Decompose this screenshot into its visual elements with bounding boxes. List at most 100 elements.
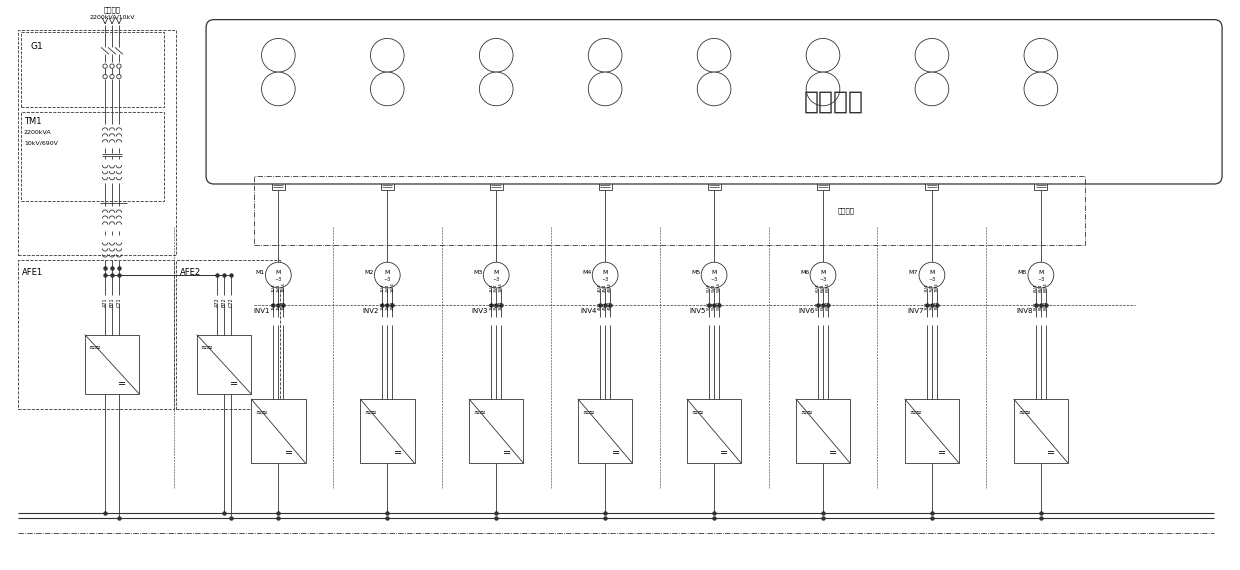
- Bar: [687, 399, 742, 463]
- Text: INV8: INV8: [1016, 308, 1033, 314]
- Text: A22: A22: [215, 298, 219, 307]
- Text: =: =: [830, 449, 837, 458]
- Text: 6U1: 6U1: [816, 301, 820, 310]
- Text: =: =: [611, 449, 620, 458]
- Bar: [360, 399, 414, 463]
- Text: =: =: [231, 379, 238, 389]
- Bar: [252, 399, 305, 463]
- Bar: [1034, 181, 1048, 190]
- Circle shape: [915, 38, 949, 72]
- Bar: [1013, 399, 1068, 463]
- Text: M: M: [929, 270, 935, 275]
- Circle shape: [697, 38, 730, 72]
- Text: 2200kVA/10kV: 2200kVA/10kV: [89, 14, 135, 19]
- Circle shape: [371, 38, 404, 72]
- Text: B22: B22: [222, 298, 227, 307]
- Text: 4V4: 4V4: [603, 283, 608, 292]
- Bar: [708, 181, 720, 190]
- Text: INV4: INV4: [580, 308, 596, 314]
- Text: G1: G1: [31, 42, 43, 51]
- Text: M1: M1: [255, 270, 264, 275]
- Circle shape: [1024, 72, 1058, 106]
- Text: 1W1: 1W1: [281, 300, 285, 310]
- Text: 7W4: 7W4: [935, 282, 939, 292]
- Text: ~3: ~3: [601, 276, 609, 282]
- Text: 2U1: 2U1: [381, 301, 384, 310]
- Text: 2200kVA: 2200kVA: [24, 129, 52, 135]
- Text: 7U4: 7U4: [925, 283, 929, 292]
- Text: 3W1: 3W1: [500, 300, 503, 310]
- Text: 4W1: 4W1: [608, 300, 613, 310]
- Bar: [21, 112, 165, 201]
- Text: 1V4: 1V4: [277, 283, 280, 292]
- Text: 5V4: 5V4: [712, 283, 715, 292]
- Bar: [17, 30, 176, 255]
- Bar: [796, 399, 851, 463]
- Text: M: M: [275, 270, 281, 275]
- Circle shape: [697, 72, 730, 106]
- Text: AFE2: AFE2: [180, 268, 201, 277]
- Text: 5U4: 5U4: [707, 283, 711, 292]
- Circle shape: [110, 74, 114, 79]
- Bar: [272, 181, 285, 190]
- Text: 7W1: 7W1: [935, 300, 939, 310]
- Circle shape: [371, 72, 404, 106]
- Circle shape: [593, 262, 618, 288]
- Text: ≈≈: ≈≈: [1018, 407, 1030, 416]
- FancyBboxPatch shape: [206, 19, 1223, 184]
- Bar: [254, 176, 1085, 246]
- Text: 3W4: 3W4: [500, 282, 503, 292]
- Text: M5: M5: [691, 270, 701, 275]
- Circle shape: [810, 262, 836, 288]
- Text: 8V1: 8V1: [1039, 302, 1043, 310]
- Text: 5U1: 5U1: [707, 301, 711, 310]
- Text: A21: A21: [103, 298, 108, 307]
- Circle shape: [806, 72, 839, 106]
- Text: INV6: INV6: [799, 308, 815, 314]
- Text: INV7: INV7: [908, 308, 924, 314]
- Circle shape: [1024, 38, 1058, 72]
- Text: 1W4: 1W4: [281, 282, 285, 292]
- Circle shape: [701, 262, 727, 288]
- Text: M7: M7: [909, 270, 918, 275]
- Text: =: =: [285, 449, 293, 458]
- Text: ≈≈: ≈≈: [800, 407, 813, 416]
- Bar: [84, 335, 139, 394]
- Text: 7U1: 7U1: [925, 301, 929, 310]
- Text: M: M: [712, 270, 717, 275]
- Text: ≈≈: ≈≈: [474, 407, 486, 416]
- Bar: [905, 399, 960, 463]
- Text: M2: M2: [365, 270, 373, 275]
- Text: 6W4: 6W4: [826, 282, 830, 292]
- Bar: [381, 181, 394, 190]
- Text: =: =: [502, 449, 511, 458]
- Circle shape: [117, 74, 122, 79]
- Text: ~3: ~3: [820, 276, 827, 282]
- Text: ~3: ~3: [711, 276, 718, 282]
- Text: INV5: INV5: [689, 308, 706, 314]
- Text: ≈≈: ≈≈: [909, 407, 923, 416]
- Text: 3U4: 3U4: [490, 283, 494, 292]
- Text: C21: C21: [117, 298, 122, 307]
- Text: M6: M6: [800, 270, 810, 275]
- Text: 3V1: 3V1: [495, 302, 498, 310]
- Bar: [599, 181, 611, 190]
- Bar: [21, 32, 165, 107]
- Bar: [817, 181, 830, 190]
- Text: ~3: ~3: [383, 276, 391, 282]
- Bar: [925, 181, 939, 190]
- Bar: [176, 260, 280, 409]
- Text: M3: M3: [472, 270, 482, 275]
- Text: 5W1: 5W1: [717, 300, 720, 310]
- Text: ~3: ~3: [929, 276, 935, 282]
- Text: M: M: [384, 270, 389, 275]
- Text: 8U4: 8U4: [1034, 283, 1038, 292]
- Circle shape: [117, 64, 122, 68]
- Circle shape: [915, 72, 949, 106]
- Text: ≈≈: ≈≈: [692, 407, 704, 416]
- Circle shape: [374, 262, 401, 288]
- Text: 3V4: 3V4: [495, 283, 498, 292]
- Circle shape: [1028, 262, 1054, 288]
- Text: =: =: [1048, 449, 1055, 458]
- Text: ~3: ~3: [275, 276, 281, 282]
